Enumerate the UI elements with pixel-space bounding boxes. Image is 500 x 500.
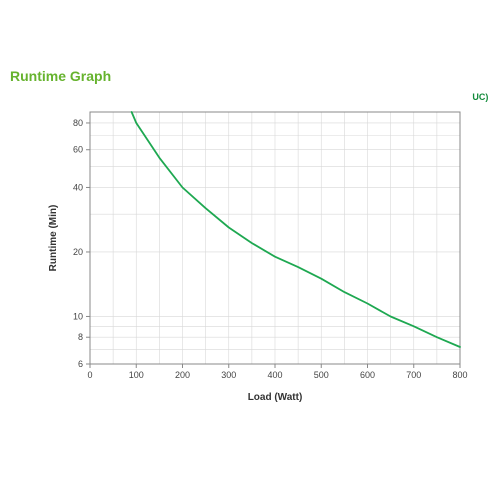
svg-text:8: 8 bbox=[78, 332, 83, 342]
svg-text:200: 200 bbox=[175, 370, 190, 380]
svg-text:6: 6 bbox=[78, 359, 83, 369]
svg-text:Load (Watt): Load (Watt) bbox=[248, 392, 303, 403]
svg-text:100: 100 bbox=[129, 370, 144, 380]
svg-text:10: 10 bbox=[73, 311, 83, 321]
svg-text:0: 0 bbox=[87, 370, 92, 380]
svg-text:800: 800 bbox=[452, 370, 467, 380]
svg-text:400: 400 bbox=[267, 370, 282, 380]
page: Runtime Graph APC Smart-UPS Lithium Ion,… bbox=[0, 0, 500, 500]
page-title: Runtime Graph bbox=[10, 68, 111, 84]
svg-text:700: 700 bbox=[406, 370, 421, 380]
svg-text:80: 80 bbox=[73, 118, 83, 128]
svg-text:500: 500 bbox=[314, 370, 329, 380]
svg-text:600: 600 bbox=[360, 370, 375, 380]
svg-text:20: 20 bbox=[73, 247, 83, 257]
svg-text:60: 60 bbox=[73, 145, 83, 155]
svg-text:40: 40 bbox=[73, 182, 83, 192]
svg-text:Runtime (Min): Runtime (Min) bbox=[48, 205, 59, 272]
runtime-chart: 0 100 200 300 400 500 600 700 800 6 8 10 20 40 60 80 Loa… bbox=[42, 88, 472, 408]
svg-text:300: 300 bbox=[221, 370, 236, 380]
